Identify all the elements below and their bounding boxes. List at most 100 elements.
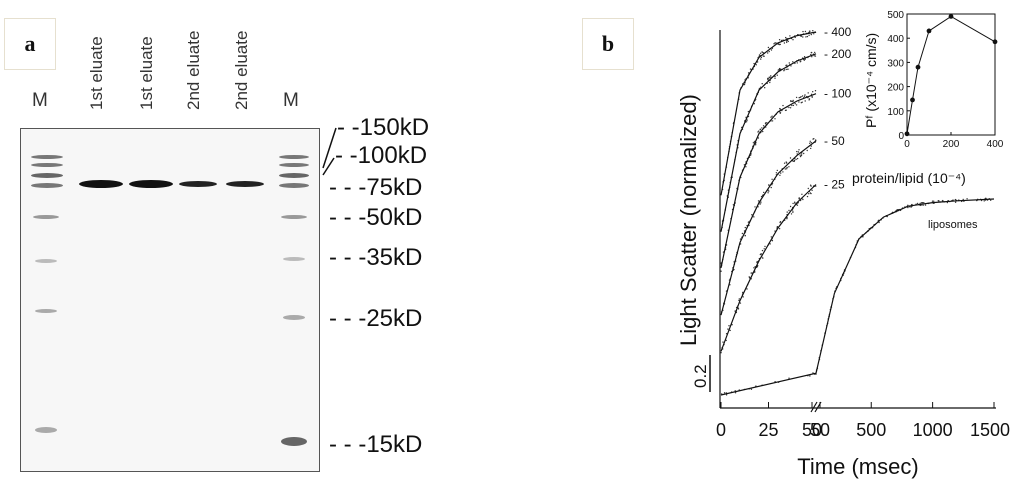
- ladder-band: [31, 173, 63, 178]
- data-point: [954, 201, 957, 203]
- ladder-band: [283, 315, 305, 320]
- data-point: [744, 235, 746, 237]
- data-point: [778, 228, 781, 230]
- data-point: [767, 46, 770, 49]
- data-point: [811, 189, 813, 191]
- data-point: [787, 68, 789, 70]
- scale-bar-label: 0.2: [691, 364, 710, 388]
- data-point: [771, 120, 774, 122]
- data-point: [780, 172, 782, 174]
- data-point: [808, 193, 810, 195]
- data-point: [753, 216, 755, 218]
- data-point: [760, 195, 763, 198]
- data-point: [799, 96, 801, 99]
- data-point: [725, 394, 728, 396]
- ladder-band: [35, 309, 57, 313]
- data-point: [809, 184, 812, 186]
- data-point: [799, 61, 801, 63]
- data-point: [774, 42, 776, 44]
- data-point: [779, 174, 781, 176]
- inset-x-tick-label: 0: [904, 139, 910, 150]
- data-point: [795, 104, 798, 106]
- data-point: [782, 171, 784, 173]
- data-point: [760, 56, 763, 59]
- ladder-band: [283, 257, 305, 261]
- data-point: [803, 152, 805, 155]
- data-point: [790, 65, 792, 67]
- ladder-band: [279, 183, 309, 188]
- data-point: [761, 51, 763, 53]
- data-point: [757, 131, 759, 133]
- data-point: [744, 226, 746, 229]
- data-point: [800, 154, 803, 157]
- data-point: [720, 270, 722, 272]
- data-point: [741, 232, 744, 235]
- data-point: [794, 202, 796, 204]
- data-point: [768, 190, 770, 192]
- data-point: [804, 94, 806, 96]
- data-point: [771, 115, 773, 117]
- lane-label-marker-right: M: [283, 90, 299, 111]
- data-point: [747, 110, 750, 113]
- data-point: [734, 392, 737, 394]
- data-point: [804, 58, 806, 60]
- data-point: [966, 198, 968, 200]
- data-point: [769, 243, 771, 245]
- data-point: [769, 77, 771, 79]
- data-point: [762, 257, 764, 259]
- data-point: [810, 145, 812, 147]
- y-axis-title: Light Scatter (normalized): [676, 94, 701, 346]
- data-point: [796, 62, 798, 64]
- data-point: [788, 209, 790, 212]
- data-point: [738, 299, 740, 302]
- data-point: [786, 39, 789, 42]
- data-point: [921, 202, 924, 204]
- data-point: [768, 50, 770, 53]
- x-tick-label: 1000: [913, 420, 953, 440]
- inset-y-tick-label: 100: [887, 107, 904, 118]
- data-point: [776, 74, 778, 76]
- data-point: [802, 36, 804, 38]
- data-point: [809, 192, 811, 194]
- data-point: [806, 149, 808, 152]
- data-point: [798, 101, 800, 103]
- main-axes: [709, 30, 996, 413]
- data-point: [763, 248, 765, 250]
- data-point: [783, 42, 786, 44]
- inset-x-tick-label: 200: [943, 139, 960, 150]
- data-point: [759, 203, 761, 205]
- data-point: [804, 30, 807, 33]
- data-point: [777, 43, 779, 46]
- data-point: [783, 162, 786, 164]
- x-tick-label: 500: [856, 420, 886, 440]
- panel-b-label: b: [582, 18, 634, 70]
- data-point: [757, 200, 760, 202]
- ladder-band: [281, 215, 307, 219]
- data-point: [923, 202, 925, 204]
- data-point: [796, 157, 799, 160]
- data-point: [750, 272, 752, 274]
- data-point: [754, 206, 756, 208]
- inset-y-axis-title: Pᶠ (x10⁻⁴ cm/s): [863, 33, 879, 128]
- sample-band-lane-2: [129, 180, 173, 188]
- data-point: [774, 118, 776, 120]
- fit-line-100: [720, 93, 817, 269]
- data-point: [728, 325, 730, 327]
- ladder-band: [279, 155, 309, 159]
- ladder-band: [281, 437, 307, 446]
- data-point: [788, 166, 790, 168]
- data-point: [792, 202, 794, 205]
- fit-line-25: [720, 184, 817, 352]
- inset-y-tick-label: 300: [887, 58, 904, 69]
- data-point: [954, 198, 957, 201]
- data-point: [792, 39, 794, 41]
- data-point: [784, 168, 786, 170]
- data-point: [938, 200, 940, 202]
- inset-x-tick-label: 400: [987, 139, 1004, 150]
- ladder-band: [35, 427, 57, 433]
- data-point: [812, 30, 814, 32]
- data-point: [770, 116, 772, 118]
- ladder-band: [279, 163, 309, 167]
- data-point: [809, 375, 811, 377]
